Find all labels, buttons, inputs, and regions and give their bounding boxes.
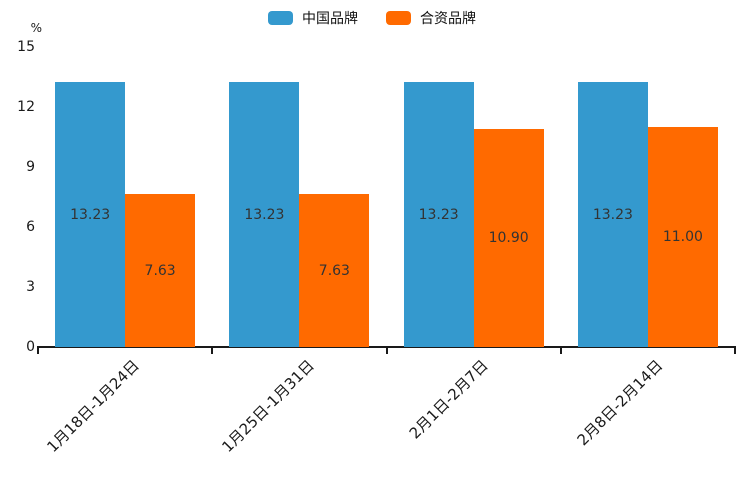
bar-value-label: 7.63 [144, 262, 176, 279]
x-axis-tick-label: 1月25日-1月31日 [218, 356, 318, 456]
bar-value-label: 13.23 [70, 206, 111, 223]
bar-joint-venture-brand [647, 127, 718, 347]
legend-item-china-brand[interactable]: 中国品牌 [268, 8, 358, 28]
bar-china-brand [403, 82, 474, 347]
bar-value-label: 7.63 [318, 262, 350, 279]
legend-label: 中国品牌 [302, 11, 358, 27]
y-axis-tick-label: 0 [26, 339, 35, 355]
y-axis-unit-label: % [30, 21, 42, 35]
legend-item-joint-venture-brand[interactable]: 合资品牌 [386, 8, 476, 28]
y-axis-tick-label: 15 [17, 39, 35, 55]
x-axis-tick [385, 348, 388, 354]
bar-value-label: 10.90 [488, 230, 529, 246]
legend-swatch [268, 11, 293, 25]
bar-value-label: 13.23 [418, 206, 459, 223]
bar-china-brand [577, 82, 648, 347]
bar-value-label: 13.23 [244, 206, 285, 223]
bar-china-brand [229, 82, 300, 347]
y-axis-tick-label: 3 [26, 279, 35, 295]
x-axis-tick-label: 1月18日-1月24日 [43, 356, 144, 456]
x-axis-tick-label: 2月8日-2月14日 [573, 356, 667, 450]
x-axis-tick [211, 348, 214, 354]
legend: 中国品牌 合资品牌 [0, 8, 744, 28]
x-axis-tick [559, 348, 562, 354]
y-axis-tick-label: 6 [26, 219, 35, 235]
y-axis-tick-label: 9 [26, 159, 35, 175]
y-axis-tick-label: 12 [17, 99, 35, 115]
x-axis-tick [37, 348, 39, 354]
x-axis-tick-label: 2月1日-2月7日 [405, 356, 492, 443]
bar-joint-venture-brand [125, 194, 196, 347]
legend-label: 合资品牌 [420, 11, 476, 27]
bar-joint-venture-brand [473, 129, 544, 347]
bar-value-label: 11.00 [662, 229, 703, 245]
bar-joint-venture-brand [299, 194, 370, 347]
bar-china-brand [55, 82, 126, 347]
x-axis-line [37, 346, 736, 348]
legend-swatch [386, 11, 411, 25]
x-axis-tick [734, 348, 736, 354]
bar-value-label: 13.23 [592, 206, 633, 223]
